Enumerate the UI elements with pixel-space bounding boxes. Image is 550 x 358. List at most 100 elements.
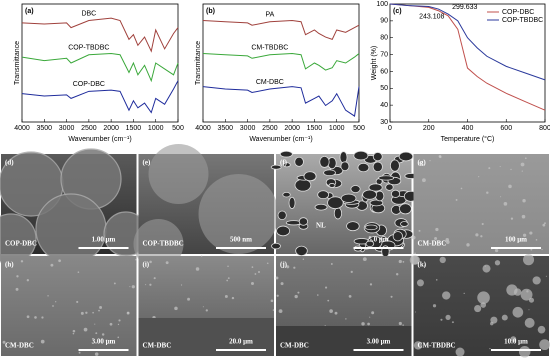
image-caption: CM-DBC — [5, 342, 34, 350]
speck — [410, 255, 420, 265]
pore — [346, 221, 360, 232]
speck — [530, 248, 533, 251]
speck — [41, 316, 44, 319]
speck — [278, 309, 283, 314]
pore — [277, 210, 287, 221]
image-label: (k) — [418, 261, 427, 269]
speck — [72, 332, 75, 335]
pore — [368, 183, 383, 192]
speck — [395, 273, 399, 276]
series-label: COP-TBDBC — [68, 45, 109, 52]
speck — [489, 348, 491, 350]
speck — [537, 325, 546, 334]
speck — [490, 316, 498, 324]
speck — [460, 187, 463, 190]
series-line — [21, 17, 179, 53]
scale-label: 500 nm — [230, 236, 252, 244]
pore — [364, 224, 378, 231]
speck — [297, 291, 300, 294]
speck — [532, 276, 541, 285]
pore — [372, 161, 383, 173]
x-axis-title: Temperature (°C) — [441, 135, 495, 143]
speck — [398, 321, 402, 326]
speck — [109, 322, 113, 326]
x-tick-label: 3500 — [36, 125, 52, 132]
x-tick-label: 200 — [423, 125, 435, 132]
speck — [276, 294, 279, 297]
speck — [85, 311, 88, 314]
pore — [327, 196, 344, 210]
speck — [26, 315, 30, 319]
speck — [367, 322, 370, 326]
speck — [286, 265, 290, 269]
legend-label: COP-DBC — [502, 9, 534, 16]
speck — [411, 235, 416, 240]
speck — [528, 309, 530, 311]
speck — [129, 286, 131, 288]
speck — [523, 254, 535, 266]
speck — [187, 297, 191, 301]
speck — [542, 223, 546, 227]
speck — [503, 202, 508, 206]
pore — [365, 240, 375, 248]
x-tick-label: 3000 — [240, 125, 256, 132]
image-label: (i) — [143, 261, 150, 269]
speck — [486, 191, 489, 194]
speck — [508, 184, 512, 189]
speck — [522, 199, 526, 203]
x-tick-label: 4000 — [195, 125, 211, 132]
speck — [145, 284, 147, 286]
speck — [324, 286, 328, 289]
speck — [488, 167, 491, 170]
series-line — [21, 80, 179, 114]
speck — [50, 263, 54, 267]
pore — [385, 183, 394, 191]
speck — [524, 317, 535, 328]
speck — [445, 314, 451, 320]
speck — [544, 222, 546, 225]
image-label: (h) — [5, 261, 14, 269]
sem-image: (j) CM-DBC 3.00 μm — [275, 256, 412, 356]
speck — [438, 154, 442, 158]
series-label: COP-DBC — [73, 81, 105, 88]
speck — [518, 346, 531, 358]
pore — [276, 225, 290, 237]
particle — [148, 144, 209, 204]
speck — [345, 318, 347, 320]
speck — [434, 237, 438, 241]
speck — [327, 299, 330, 302]
speck — [149, 260, 152, 264]
speck — [418, 161, 421, 165]
x-tick-label: 3500 — [217, 125, 233, 132]
speck — [224, 295, 228, 298]
panel-label: (b) — [206, 8, 215, 15]
pore — [392, 231, 403, 242]
speck — [174, 306, 178, 311]
speck — [463, 292, 465, 295]
image-note: NL — [316, 222, 326, 230]
speck — [47, 295, 49, 297]
scale-label: 100 μm — [505, 236, 527, 244]
speck — [280, 282, 284, 286]
pore — [314, 203, 328, 211]
series-line — [21, 53, 179, 83]
speck — [526, 290, 529, 293]
speck — [275, 276, 279, 280]
speck — [494, 260, 501, 266]
annotation: 299.633 — [452, 4, 477, 11]
speck — [77, 271, 80, 273]
speck — [371, 311, 375, 315]
speck — [350, 270, 353, 273]
speck — [55, 301, 57, 303]
x-tick-label: 1500 — [126, 125, 142, 132]
scale-label: 5.0 μm — [368, 236, 388, 244]
speck — [414, 311, 416, 313]
speck — [522, 233, 527, 237]
scale-label: 3.00 μm — [367, 338, 391, 346]
image-label: (e) — [143, 159, 151, 167]
pore — [303, 171, 317, 182]
speck — [15, 287, 19, 291]
image-caption: CM-DBC — [143, 342, 172, 350]
speck — [535, 239, 538, 241]
